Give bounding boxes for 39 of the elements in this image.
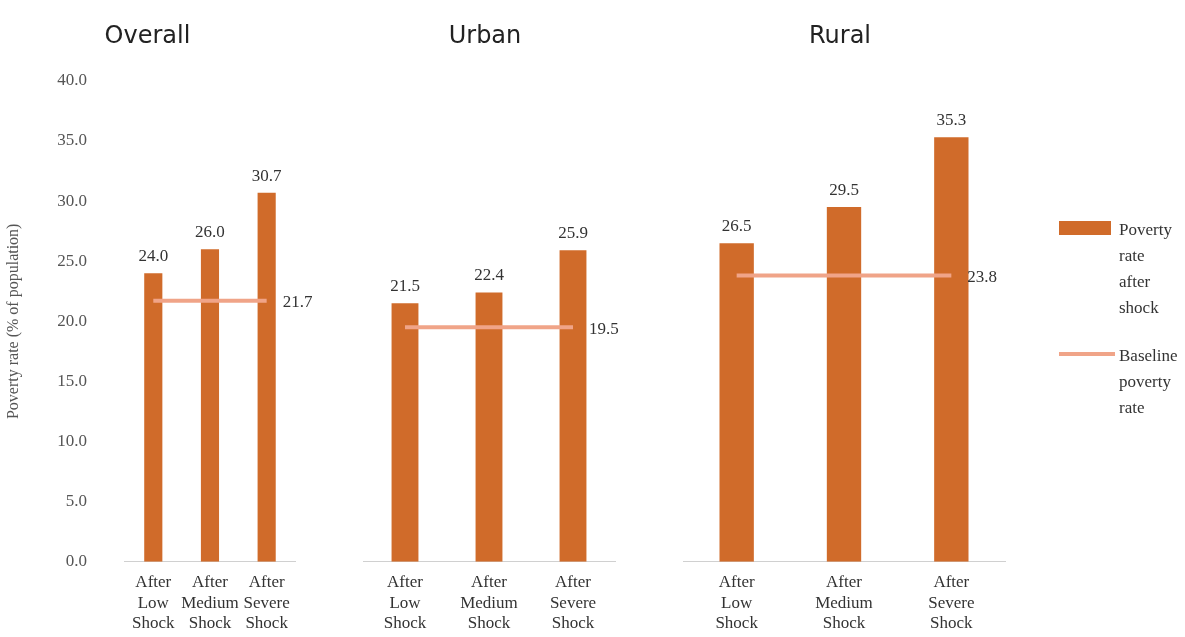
y-tick-label: 15.0	[57, 370, 87, 390]
chart-title: Rural	[808, 20, 872, 49]
x-tick-label: After Medium Shock	[460, 572, 518, 633]
x-tick-label: After Low Shock	[715, 572, 759, 633]
data-label: 25.9	[558, 223, 588, 243]
bar	[257, 192, 276, 562]
y-tick-label: 0.0	[65, 551, 87, 571]
y-tick-label: 35.0	[57, 130, 87, 150]
bar	[144, 273, 163, 562]
y-tick-label: 10.0	[57, 431, 87, 451]
y-tick-label: 5.0	[65, 491, 87, 511]
data-label: 21.7	[282, 292, 313, 312]
data-label: 22.4	[474, 265, 505, 285]
data-label: 26.0	[195, 222, 225, 242]
chart-title: Urban	[448, 20, 522, 49]
data-label: 26.5	[721, 216, 752, 236]
y-axis-title: Poverty rate (% of population)	[3, 223, 22, 420]
data-label: 29.5	[829, 180, 859, 200]
x-tick-label: After Severe Shock	[549, 572, 597, 633]
data-label: 24.0	[138, 246, 169, 266]
y-tick-label: 30.0	[57, 190, 87, 210]
x-tick-label: After Medium Shock	[181, 572, 239, 633]
x-tick-label: After Low Shock	[132, 572, 176, 633]
data-label: 23.8	[967, 267, 998, 287]
x-tick-label: After Severe Shock	[243, 572, 290, 633]
x-tick-label: After Severe Shock	[928, 572, 975, 633]
data-label: 19.5	[589, 318, 619, 338]
data-label: 21.5	[390, 276, 420, 296]
bar	[200, 249, 220, 562]
data-label: 35.3	[936, 110, 967, 130]
legend-label: Baseline poverty rate	[1119, 344, 1179, 419]
x-tick-label: After Medium Shock	[815, 572, 873, 633]
data-label: 30.7	[251, 165, 283, 185]
chart-title: Overall	[104, 20, 191, 49]
y-tick-label: 20.0	[57, 310, 87, 330]
y-tick-label: 40.0	[57, 70, 87, 90]
legend-label: Poverty rate after shock	[1119, 218, 1173, 319]
y-tick-label: 25.0	[57, 250, 87, 270]
x-tick-label: After Low Shock	[383, 572, 427, 633]
